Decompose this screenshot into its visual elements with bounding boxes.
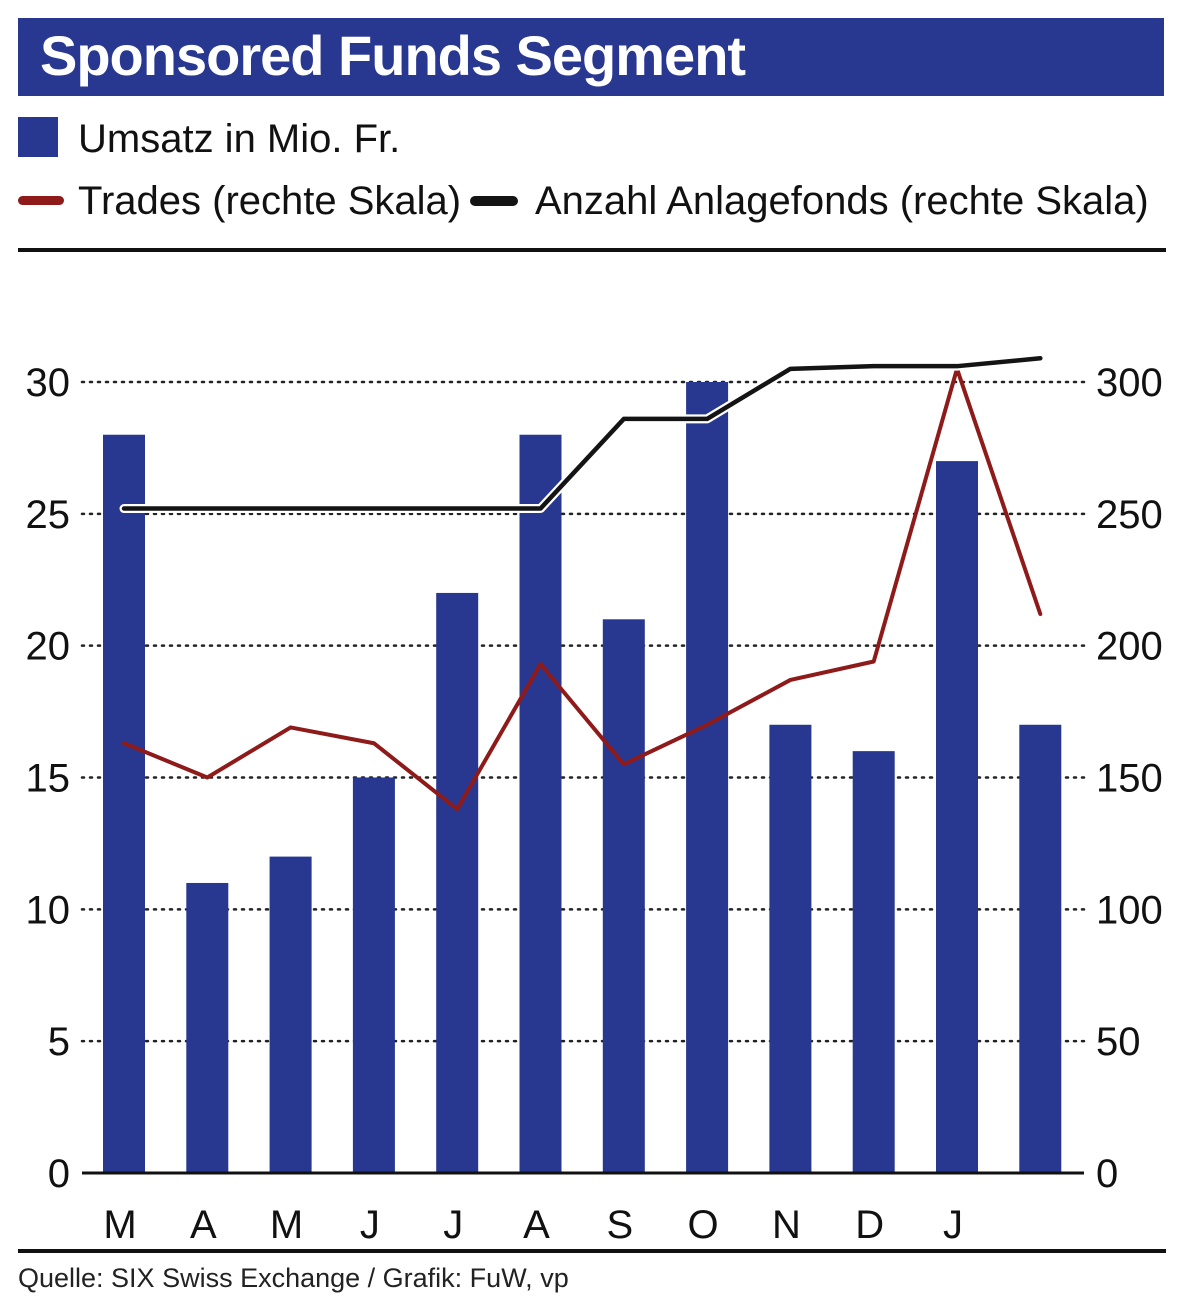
x-tick-label: D (855, 1203, 884, 1247)
anlagefonds-line (121, 356, 1043, 511)
bar (519, 434, 562, 1173)
bar (436, 592, 479, 1173)
x-tick-label: A (190, 1203, 217, 1247)
y-right-tick-label: 100 (1096, 888, 1163, 932)
y-right-tick-label: 200 (1096, 625, 1163, 669)
y-left-tick-label: 0 (48, 1152, 70, 1196)
x-tick-label: N (772, 1203, 801, 1247)
x-tick-label: M (103, 1203, 136, 1247)
legend-label-anlagefonds: Anzahl Anlagefonds (rechte Skala) (535, 179, 1149, 223)
footer-divider (18, 1249, 1166, 1253)
y-left-tick-label: 30 (26, 361, 71, 405)
x-tick-label: A (523, 1203, 550, 1247)
y-left-tick-label: 15 (26, 757, 71, 801)
x-tick-label: O (688, 1203, 719, 1247)
x-tick-label: S (606, 1203, 633, 1247)
bar (686, 382, 729, 1173)
bar (936, 461, 978, 1174)
source-note: Quelle: SIX Swiss Exchange / Grafik: FuW… (18, 1263, 569, 1293)
legend-swatch-anlagefonds (470, 196, 518, 206)
y-right-tick-label: 50 (1096, 1020, 1141, 1064)
legend-label-trades: Trades (rechte Skala) (78, 179, 462, 223)
bar (352, 777, 395, 1173)
x-tick-label: J (443, 1203, 463, 1247)
y-right-tick-label: 0 (1096, 1152, 1118, 1196)
legend-label-umsatz: Umsatz in Mio. Fr. (78, 117, 401, 161)
x-tick-label: M (270, 1203, 303, 1247)
legend-swatch-umsatz (18, 117, 58, 157)
y-right-tick-label: 150 (1096, 757, 1163, 801)
bar (852, 751, 895, 1173)
legend-swatch-trades (18, 196, 64, 205)
bar (269, 856, 312, 1173)
title-bar: Sponsored Funds Segment (18, 18, 1164, 96)
x-tick-label: J (943, 1203, 963, 1247)
y-right-tick-label: 250 (1096, 493, 1163, 537)
y-right-tick-label: 300 (1096, 361, 1163, 405)
bar (769, 724, 812, 1173)
trades-line (122, 366, 1043, 812)
chart-title: Sponsored Funds Segment (40, 24, 746, 87)
line-halo (119, 353, 1045, 514)
bar (103, 434, 145, 1173)
y-left-tick-label: 20 (26, 625, 71, 669)
x-tick-label: J (360, 1203, 380, 1247)
bar (602, 619, 645, 1173)
bar (186, 882, 229, 1173)
bar (1019, 724, 1062, 1173)
header-divider (18, 248, 1166, 252)
y-left-tick-label: 5 (48, 1020, 70, 1064)
y-left-tick-label: 25 (26, 493, 71, 537)
y-left-tick-label: 10 (26, 888, 71, 932)
